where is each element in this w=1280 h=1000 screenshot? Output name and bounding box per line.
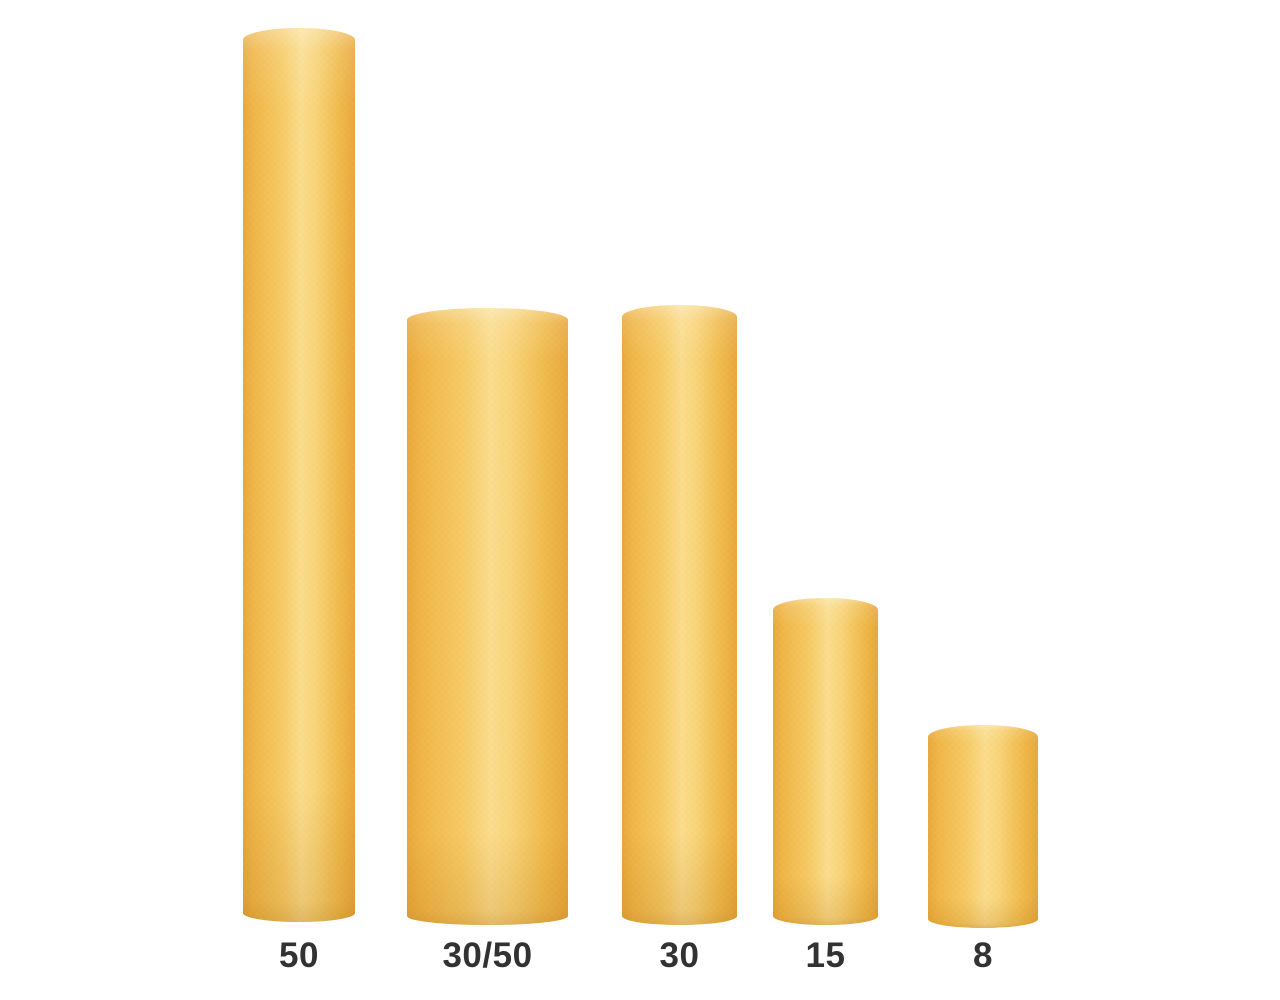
- tulle-roll-15: [773, 598, 878, 925]
- roll-cylinder-graphic: [243, 28, 355, 922]
- roll-cylinder-graphic: [622, 305, 737, 925]
- tulle-roll-50: [243, 28, 355, 922]
- size-label-50: 50: [279, 936, 319, 975]
- tulle-roll-8: [928, 725, 1038, 928]
- tulle-roll-30: [622, 305, 737, 925]
- tulle-roll-30-50: [407, 308, 568, 925]
- roll-cylinder-graphic: [407, 308, 568, 925]
- roll-cylinder-graphic: [773, 598, 878, 925]
- roll-cylinder-graphic: [928, 725, 1038, 928]
- size-label-30: 30: [659, 936, 700, 975]
- size-label-8: 8: [973, 936, 993, 975]
- size-label-30-50: 30/50: [442, 936, 533, 975]
- size-label-15: 15: [805, 936, 846, 975]
